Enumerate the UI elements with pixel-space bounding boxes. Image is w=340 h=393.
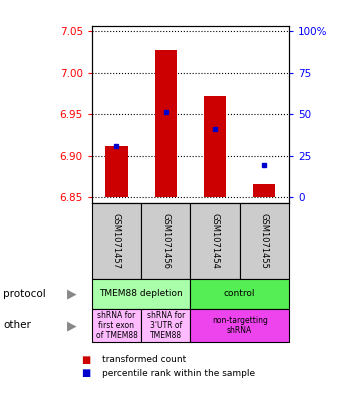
Text: protocol: protocol	[3, 289, 46, 299]
Text: TMEM88 depletion: TMEM88 depletion	[99, 289, 183, 298]
Text: ▶: ▶	[67, 287, 76, 300]
Bar	[92, 203, 141, 279]
Text: non-targetting
shRNA: non-targetting shRNA	[212, 316, 268, 335]
Text: ▶: ▶	[67, 319, 76, 332]
Bar	[204, 96, 226, 197]
Text: GSM1071457: GSM1071457	[112, 213, 121, 269]
Bar	[190, 309, 289, 342]
Text: other: other	[3, 320, 31, 331]
Text: GSM1071455: GSM1071455	[260, 213, 269, 268]
Bar	[253, 184, 275, 197]
Bar	[240, 203, 289, 279]
Text: GSM1071456: GSM1071456	[161, 213, 170, 269]
Text: control: control	[224, 289, 255, 298]
Text: percentile rank within the sample: percentile rank within the sample	[102, 369, 255, 378]
Bar	[92, 279, 190, 309]
Text: GSM1071454: GSM1071454	[210, 213, 220, 268]
Text: shRNA for
first exon
of TMEM88: shRNA for first exon of TMEM88	[96, 310, 137, 340]
Bar	[92, 309, 141, 342]
Bar	[105, 145, 128, 197]
Bar	[190, 279, 289, 309]
Text: ■: ■	[82, 354, 91, 365]
Text: ■: ■	[82, 368, 91, 378]
Text: transformed count: transformed count	[102, 355, 186, 364]
Bar	[141, 309, 190, 342]
Bar	[190, 203, 240, 279]
Text: shRNA for
3'UTR of
TMEM88: shRNA for 3'UTR of TMEM88	[147, 310, 185, 340]
Bar	[155, 50, 177, 197]
Bar	[141, 203, 190, 279]
